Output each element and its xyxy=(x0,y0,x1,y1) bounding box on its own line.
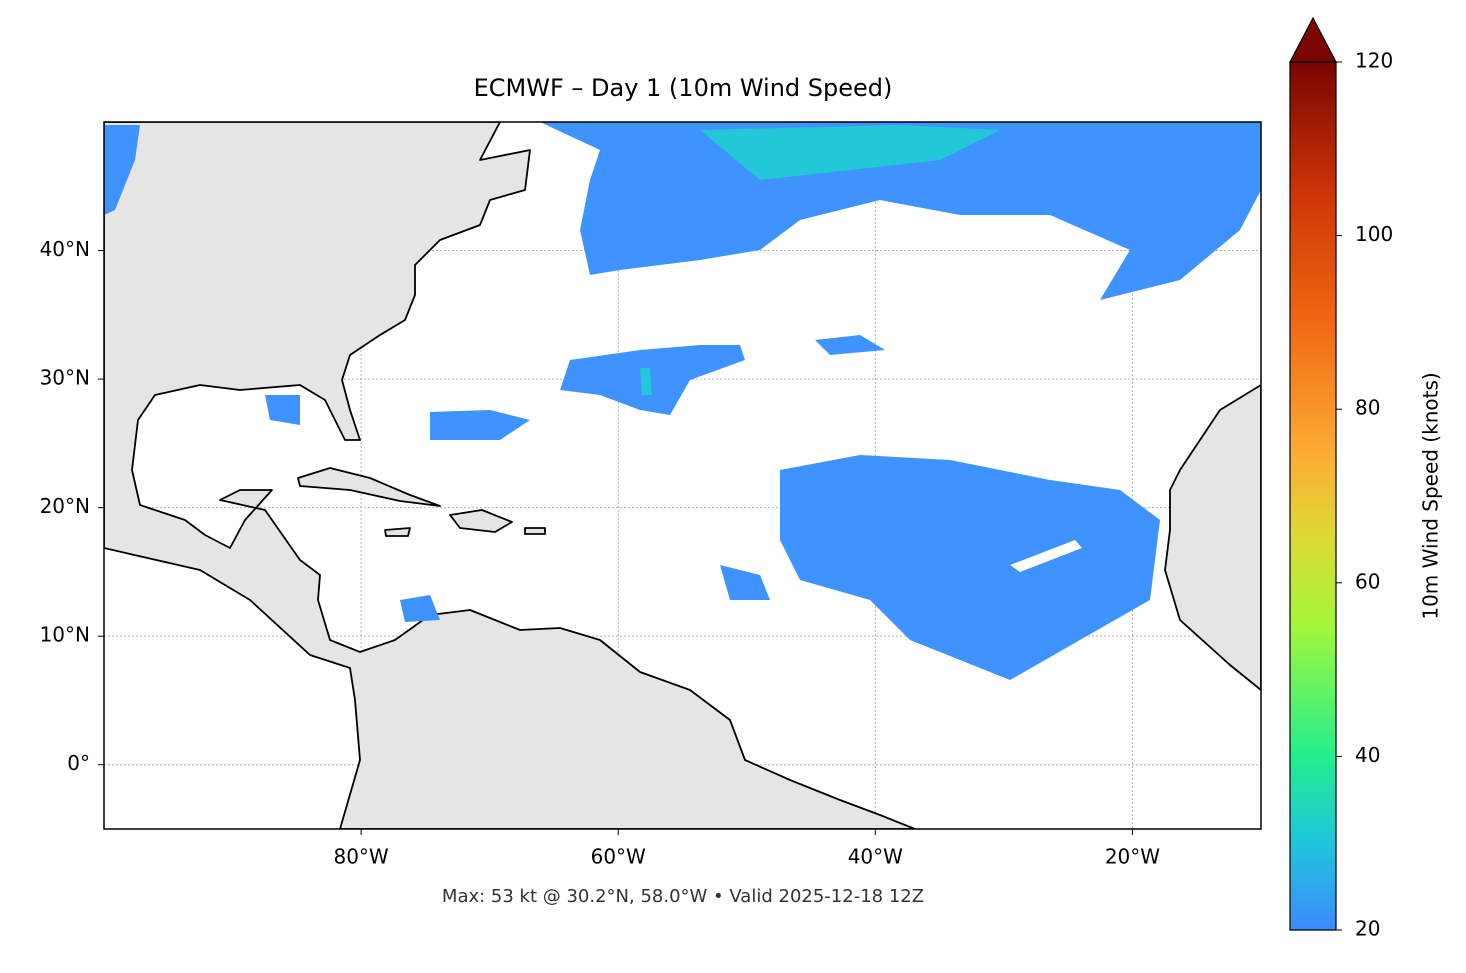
map-frame xyxy=(103,121,1262,830)
colorbar-tick-label: 80 xyxy=(1355,396,1380,420)
wind-swath xyxy=(265,395,300,425)
cuba xyxy=(297,467,441,507)
colorbar-extend xyxy=(1289,16,1337,63)
africa xyxy=(1164,384,1261,691)
wind-swath xyxy=(560,345,745,415)
colorbar-tick-label: 20 xyxy=(1355,917,1380,941)
colorbar-tick-label: 60 xyxy=(1355,569,1380,593)
wind-swath-core xyxy=(700,125,1000,180)
wind-swath xyxy=(104,125,140,215)
puerto-rico xyxy=(524,527,546,535)
wind-swath xyxy=(780,455,1160,680)
wind-swath xyxy=(540,122,1261,300)
colorbar-tick-label: 40 xyxy=(1355,743,1380,767)
hispaniola xyxy=(449,509,513,533)
x-tick-label: 40°W xyxy=(848,845,903,869)
y-tick-label: 30°N xyxy=(40,366,90,390)
jamaica xyxy=(384,527,411,537)
wind-max xyxy=(640,368,652,395)
calm-area xyxy=(1010,540,1082,572)
wind-swath xyxy=(815,335,885,355)
x-tick-label: 80°W xyxy=(333,845,388,869)
colorbar-tick-label: 120 xyxy=(1355,49,1393,73)
colorbar-label: 10m Wind Speed (knots) xyxy=(1419,372,1443,619)
wind-swath xyxy=(430,410,530,440)
wind-swath xyxy=(400,595,440,622)
title: ECMWF – Day 1 (10m Wind Speed) xyxy=(474,74,893,102)
x-tick-label: 20°W xyxy=(1105,845,1160,869)
x-tick-label: 60°W xyxy=(591,845,646,869)
wind-swath xyxy=(720,565,770,600)
americas xyxy=(104,122,916,829)
y-tick-label: 40°N xyxy=(40,237,90,261)
colorbar xyxy=(1290,62,1336,930)
y-tick-label: 20°N xyxy=(40,494,90,518)
y-tick-label: 10°N xyxy=(40,623,90,647)
y-tick-label: 0° xyxy=(67,751,90,775)
map-layers xyxy=(104,122,1261,829)
colorbar-tick-label: 100 xyxy=(1355,222,1393,246)
footer-note: Max: 53 kt @ 30.2°N, 58.0°W • Valid 2025… xyxy=(442,886,924,907)
